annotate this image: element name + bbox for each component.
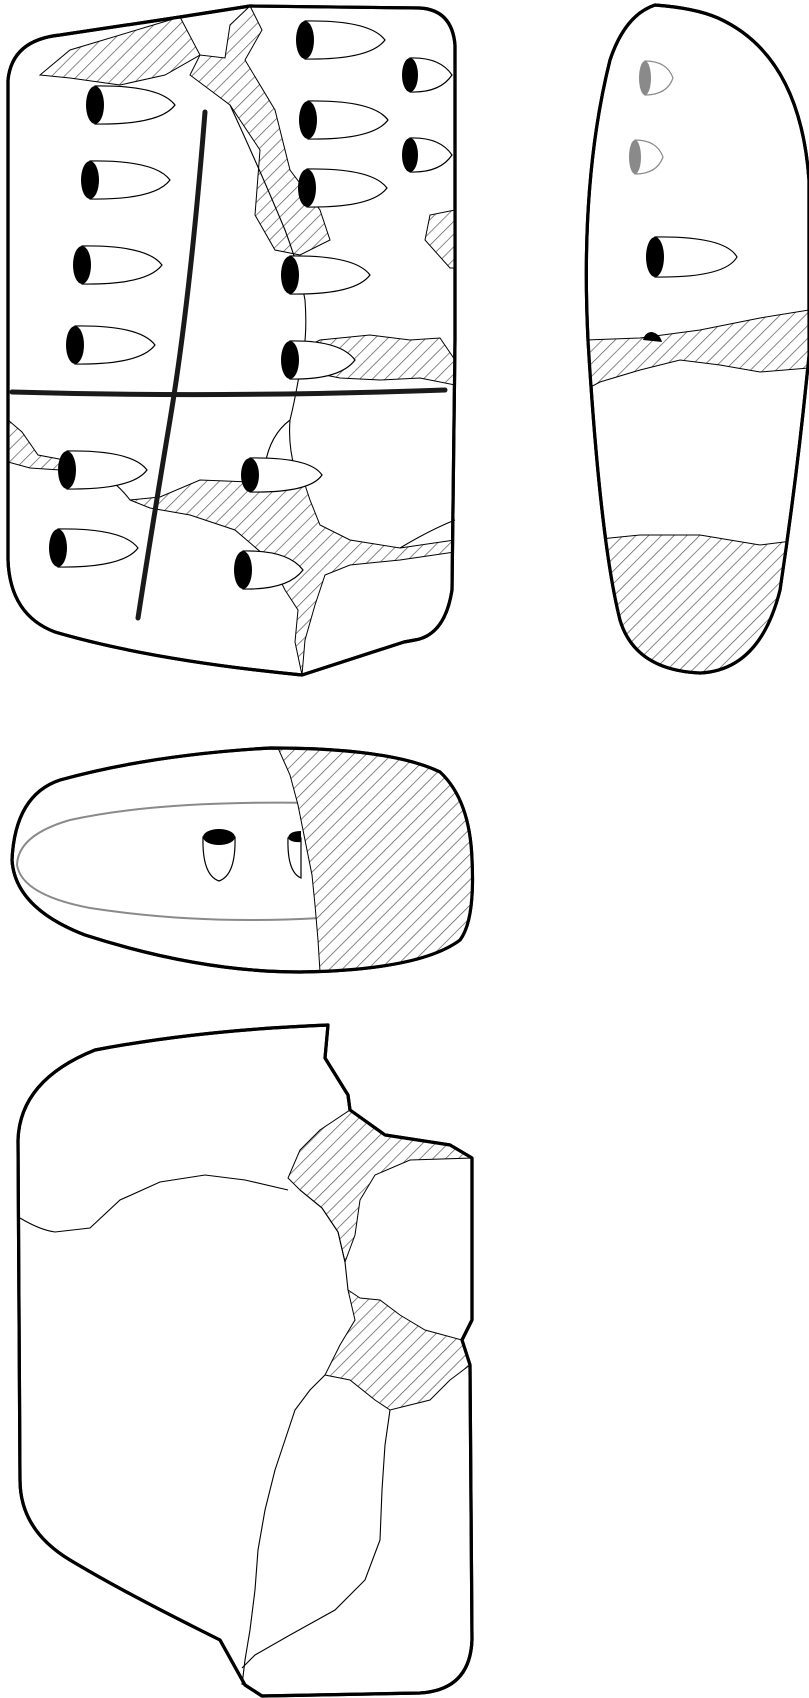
wedge-impression-partial: [643, 332, 662, 342]
wedge-impression: [73, 245, 163, 285]
reverse-outline-stroke: [16, 1023, 474, 1698]
tablet-reverse-view: [16, 1023, 474, 1698]
fracture-line: [19, 1174, 289, 1233]
damage-reverse-lower: [324, 1288, 471, 1411]
fracture-line: [299, 1189, 349, 1291]
edge-impressions: [629, 60, 738, 342]
wedge-impression: [241, 457, 323, 493]
ruling-horizontal: [9, 387, 448, 398]
tablet-edge-view: [584, 3, 809, 675]
wedge-impression: [296, 20, 386, 60]
wedge-impression: [234, 550, 304, 590]
obverse-outline-stroke: [6, 4, 457, 677]
reverse-fracture-lines: [19, 1174, 391, 1686]
vertical-wedge-impression: [287, 831, 302, 879]
fracture-line: [399, 519, 456, 549]
wedge-impression: [49, 528, 139, 568]
wedge-impression: [58, 450, 148, 490]
wedge-impression: [299, 100, 389, 140]
wedge-impression: [281, 340, 356, 380]
wedge-impression: [281, 255, 371, 295]
fracture-line: [241, 1374, 326, 1686]
damage-right-chip: [424, 209, 455, 269]
wedge-impression: [646, 236, 738, 278]
wedge-impression: [298, 168, 388, 208]
top-outline-stroke: [10, 746, 475, 974]
top-face-edge-line: [15, 801, 321, 922]
damage-edge-band: [586, 309, 809, 391]
reverse-damage-areas: [287, 1109, 474, 1411]
faint-wedge-impression: [639, 60, 674, 96]
damage-edge-bottom: [586, 534, 809, 673]
ruling-vertical: [135, 109, 208, 621]
wedge-impression: [86, 85, 176, 125]
wedge-impression: [402, 137, 453, 173]
wedge-impression: [66, 325, 156, 365]
damage-vertical-top: [189, 6, 331, 256]
damage-top-left: [38, 16, 201, 86]
fracture-line: [241, 1409, 391, 1669]
obverse-ruling-lines: [9, 109, 448, 621]
wedge-impression: [81, 160, 171, 200]
wedge-impression: [402, 57, 453, 93]
tablet-obverse-view: [6, 4, 457, 677]
obverse-impressions: [49, 20, 453, 590]
damage-top-right: [277, 748, 473, 972]
tablet-top-view: [10, 746, 475, 974]
edge-outline-stroke: [584, 3, 809, 675]
top-impressions: [202, 829, 302, 882]
top-damage-areas: [277, 748, 473, 972]
faint-wedge-impression: [629, 139, 664, 175]
vertical-wedge-impression: [202, 829, 236, 882]
